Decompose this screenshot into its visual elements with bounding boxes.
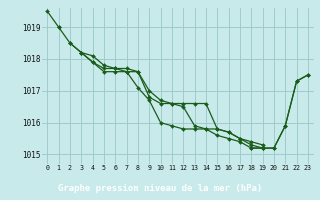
Text: Graphe pression niveau de la mer (hPa): Graphe pression niveau de la mer (hPa) <box>58 184 262 193</box>
